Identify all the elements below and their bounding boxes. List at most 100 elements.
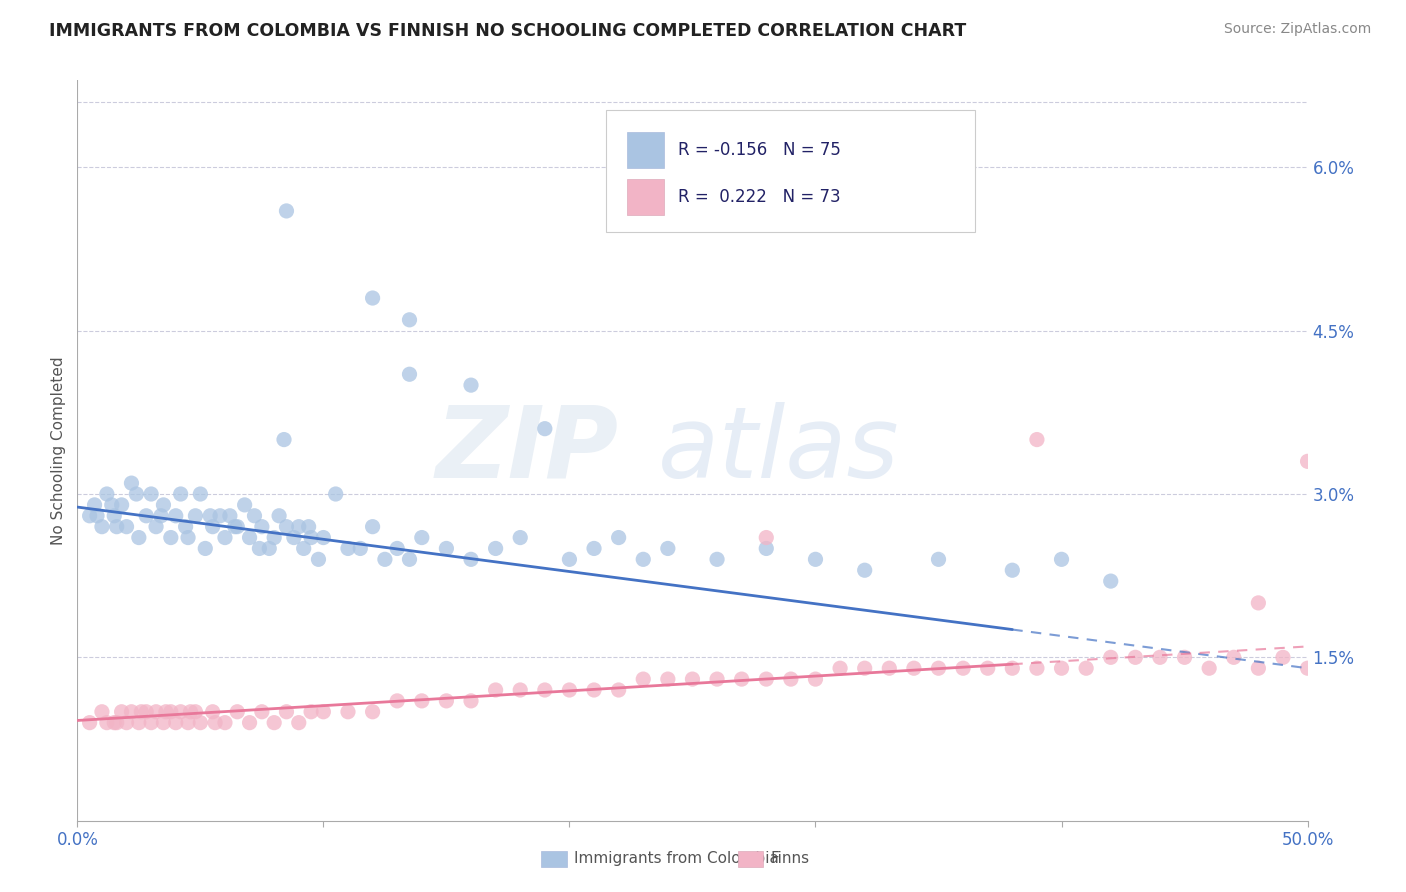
Point [1223, 650, 1246, 665]
Point [607, 683, 630, 698]
Point [1026, 661, 1049, 675]
Point [250, 705, 273, 719]
Point [86, 508, 108, 523]
Point [1001, 563, 1024, 577]
Point [337, 705, 360, 719]
Point [804, 672, 827, 686]
Point [830, 661, 852, 675]
Point [398, 552, 420, 566]
Point [96, 715, 118, 730]
Point [276, 203, 298, 218]
Point [977, 661, 1000, 675]
Point [145, 705, 167, 719]
Point [79, 508, 101, 523]
Point [201, 705, 224, 719]
Point [184, 508, 207, 523]
Point [485, 541, 508, 556]
Point [283, 531, 305, 545]
Point [150, 508, 173, 523]
Point [1099, 650, 1122, 665]
Point [239, 531, 262, 545]
Point [79, 715, 101, 730]
Point [460, 552, 482, 566]
Text: R = -0.156   N = 75: R = -0.156 N = 75 [678, 141, 841, 159]
Point [288, 715, 311, 730]
Point [1001, 661, 1024, 675]
Point [1247, 596, 1270, 610]
Point [755, 672, 778, 686]
FancyBboxPatch shape [606, 110, 976, 232]
Point [325, 487, 347, 501]
Point [105, 715, 128, 730]
Point [226, 705, 249, 719]
Point [509, 531, 531, 545]
Point [177, 715, 200, 730]
Point [682, 672, 704, 686]
Point [657, 672, 679, 686]
Point [1125, 650, 1147, 665]
Point [398, 368, 420, 382]
Point [460, 694, 482, 708]
Point [219, 508, 242, 523]
Point [853, 661, 876, 675]
Text: Finns: Finns [770, 852, 810, 866]
Point [152, 498, 174, 512]
Point [145, 519, 167, 533]
Point [249, 541, 271, 556]
Point [269, 508, 291, 523]
Point [141, 487, 163, 501]
FancyBboxPatch shape [627, 132, 664, 168]
Point [135, 508, 157, 523]
Y-axis label: No Schooling Completed: No Schooling Completed [51, 356, 66, 545]
Point [259, 541, 281, 556]
Point [436, 541, 458, 556]
Point [755, 531, 778, 545]
Point [558, 683, 581, 698]
Point [1050, 552, 1073, 566]
Point [214, 531, 236, 545]
Point [534, 683, 557, 698]
Point [90, 519, 114, 533]
Point [103, 508, 125, 523]
Point [121, 476, 143, 491]
Point [177, 531, 200, 545]
Point [1099, 574, 1122, 588]
Point [201, 519, 224, 533]
Point [125, 487, 148, 501]
Point [276, 705, 298, 719]
Point [111, 498, 132, 512]
Point [583, 541, 606, 556]
Point [121, 705, 143, 719]
Text: Immigrants from Colombia: Immigrants from Colombia [574, 852, 779, 866]
Point [583, 683, 606, 698]
Point [96, 487, 118, 501]
Point [361, 519, 384, 533]
Point [903, 661, 925, 675]
Point [263, 715, 285, 730]
Point [1247, 661, 1270, 675]
Point [115, 519, 138, 533]
Point [160, 531, 183, 545]
Point [160, 705, 183, 719]
Point [129, 705, 153, 719]
Point [90, 705, 114, 719]
Point [233, 498, 256, 512]
Text: ZIP: ZIP [436, 402, 619, 499]
Point [103, 715, 125, 730]
Point [349, 541, 371, 556]
Point [558, 552, 581, 566]
Point [385, 694, 409, 708]
Point [135, 705, 157, 719]
Point [224, 519, 246, 533]
Point [361, 291, 384, 305]
Point [1050, 661, 1073, 675]
Point [308, 552, 330, 566]
Text: atlas: atlas [658, 402, 900, 499]
Text: IMMIGRANTS FROM COLOMBIA VS FINNISH NO SCHOOLING COMPLETED CORRELATION CHART: IMMIGRANTS FROM COLOMBIA VS FINNISH NO S… [49, 22, 966, 40]
Point [312, 705, 335, 719]
Point [607, 531, 630, 545]
Point [83, 498, 105, 512]
Point [188, 487, 212, 501]
Point [361, 705, 384, 719]
Point [928, 552, 950, 566]
